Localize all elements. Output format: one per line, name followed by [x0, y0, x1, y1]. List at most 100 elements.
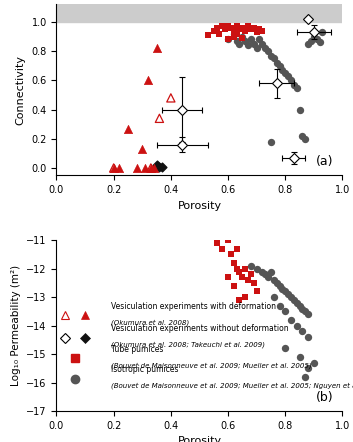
Point	[237, 297, 242, 304]
Bar	[56, 4, 342, 22]
Text: Vesiculation experiments without deformation: Vesiculation experiments without deforma…	[111, 324, 288, 333]
Point	[248, 271, 254, 278]
Point	[148, 164, 154, 171]
Point	[251, 40, 257, 47]
Point	[234, 265, 239, 272]
Point	[214, 24, 220, 31]
Point	[265, 48, 271, 55]
Point	[277, 282, 282, 290]
Point	[311, 359, 317, 366]
Point	[282, 345, 288, 352]
Point	[157, 115, 162, 122]
Point	[319, 29, 325, 36]
Point	[234, 23, 239, 30]
Point	[259, 268, 265, 275]
Point	[303, 135, 308, 142]
Point	[305, 333, 311, 340]
Point	[294, 84, 299, 91]
Point	[116, 164, 122, 171]
Point	[300, 305, 305, 312]
Point	[237, 26, 242, 33]
Point	[291, 297, 297, 304]
Point	[214, 240, 220, 247]
Point	[271, 55, 277, 62]
Point	[280, 285, 285, 292]
Point	[300, 132, 305, 139]
X-axis label: Porosity: Porosity	[178, 436, 222, 442]
Point	[111, 164, 116, 171]
Point	[297, 302, 302, 309]
Point	[243, 38, 248, 45]
Point	[282, 308, 288, 315]
Point	[280, 67, 285, 74]
Text: (Okumura et al. 2008; Takeuchi et al. 2009): (Okumura et al. 2008; Takeuchi et al. 20…	[111, 342, 265, 348]
Point	[291, 81, 297, 88]
Text: Tube pumices: Tube pumices	[111, 345, 163, 354]
Point	[134, 164, 139, 171]
Text: Isotropic pumices: Isotropic pumices	[111, 366, 178, 374]
Point	[251, 279, 257, 286]
Y-axis label: Log₁₀ Permeability (m²): Log₁₀ Permeability (m²)	[11, 265, 21, 386]
Point	[271, 277, 277, 284]
Point	[154, 161, 160, 168]
Point	[237, 40, 242, 47]
Point	[248, 36, 254, 43]
Point	[239, 34, 245, 42]
Point	[168, 94, 174, 101]
Point	[228, 251, 234, 258]
Point	[251, 24, 257, 31]
Point	[277, 62, 282, 69]
Point	[282, 69, 288, 76]
Point	[225, 274, 231, 281]
Point	[288, 316, 294, 324]
Point	[297, 354, 302, 361]
Point	[139, 145, 145, 152]
Point	[231, 33, 237, 40]
Point	[300, 328, 305, 335]
Point	[277, 302, 282, 309]
Point	[311, 33, 317, 40]
Point	[234, 38, 239, 45]
Point	[245, 277, 251, 284]
Point	[262, 45, 268, 52]
Point	[148, 164, 154, 171]
Point	[142, 164, 148, 171]
Point	[285, 72, 291, 80]
Point	[211, 27, 216, 34]
Point	[259, 40, 265, 47]
Point	[254, 288, 259, 295]
Text: (Bouvet de Maisonneuve et al. 2009; Mueller et al. 2005): (Bouvet de Maisonneuve et al. 2009; Muel…	[111, 362, 311, 369]
Point	[254, 45, 259, 52]
Point	[225, 36, 231, 43]
Point	[274, 59, 280, 66]
Point	[205, 31, 211, 38]
Text: Vesiculation experiments with deformation: Vesiculation experiments with deformatio…	[111, 302, 276, 311]
Point	[231, 282, 237, 290]
Point	[268, 52, 274, 59]
Y-axis label: Connectivity: Connectivity	[16, 55, 26, 125]
Point	[305, 365, 311, 372]
Point	[265, 274, 271, 281]
Point	[125, 125, 131, 132]
Text: (a): (a)	[316, 156, 334, 168]
Point	[234, 245, 239, 252]
Point	[239, 24, 245, 31]
Point	[243, 265, 248, 272]
Point	[237, 268, 242, 275]
Point	[259, 27, 265, 34]
Point	[231, 29, 237, 36]
Point	[243, 27, 248, 34]
Point	[288, 293, 294, 301]
Point	[151, 164, 156, 171]
Point	[285, 291, 291, 298]
Point	[157, 163, 162, 170]
Point	[271, 293, 277, 301]
Point	[222, 26, 228, 33]
Point	[317, 39, 322, 46]
Point	[248, 262, 254, 269]
Point	[305, 40, 311, 47]
X-axis label: Porosity: Porosity	[178, 201, 222, 210]
Point	[225, 236, 231, 244]
Point	[294, 322, 299, 329]
Text: (Okumura et al. 2008): (Okumura et al. 2008)	[111, 320, 189, 326]
